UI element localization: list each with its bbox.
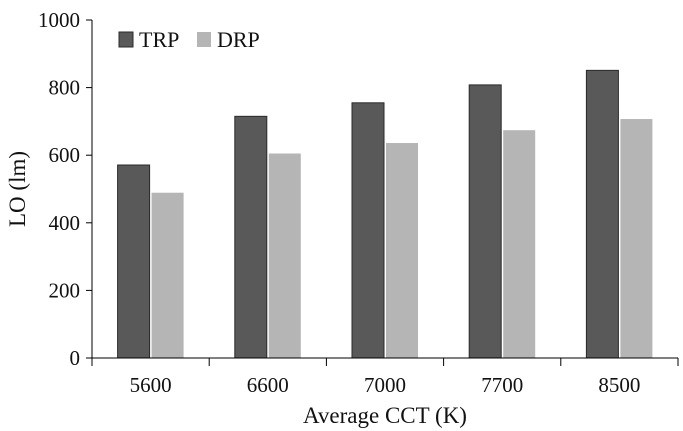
x-tick-label: 8500 <box>598 373 640 397</box>
x-tick-label: 6600 <box>247 373 289 397</box>
x-tick-label: 5600 <box>130 373 172 397</box>
y-tick-label: 200 <box>49 278 81 302</box>
legend-label-trp: TRP <box>139 27 179 52</box>
bar-drp-6600 <box>268 153 301 358</box>
x-tick-label: 7000 <box>364 373 406 397</box>
y-tick-label: 600 <box>49 143 81 167</box>
y-tick-label: 800 <box>49 76 81 100</box>
legend: TRP DRP <box>118 27 260 52</box>
bar-trp-7700 <box>468 84 502 359</box>
bar-trp-8500 <box>585 69 619 359</box>
bar-trp-7000 <box>351 102 385 359</box>
y-tick-label: 0 <box>70 346 81 370</box>
x-tick-label: 7700 <box>481 373 523 397</box>
x-axis-title: Average CCT (K) <box>303 403 467 428</box>
legend-swatch-trp <box>118 31 134 48</box>
bar-drp-5600 <box>151 192 184 358</box>
bar-drp-8500 <box>620 119 653 358</box>
legend-swatch-drp <box>197 32 211 47</box>
bar-drp-7700 <box>503 130 536 358</box>
legend-label-drp: DRP <box>217 27 260 52</box>
y-tick-label: 1000 <box>38 8 80 32</box>
bar-series <box>117 69 653 359</box>
y-tick-label: 400 <box>49 211 81 235</box>
bar-trp-6600 <box>234 115 268 359</box>
bar-drp-7000 <box>386 143 418 358</box>
bar-trp-5600 <box>117 164 151 359</box>
y-axis-ticks: 0 200 400 600 800 1000 <box>38 8 92 370</box>
x-axis-ticks: 5600 6600 7000 7700 8500 <box>91 358 679 397</box>
y-axis-title: LO (lm) <box>5 151 30 227</box>
